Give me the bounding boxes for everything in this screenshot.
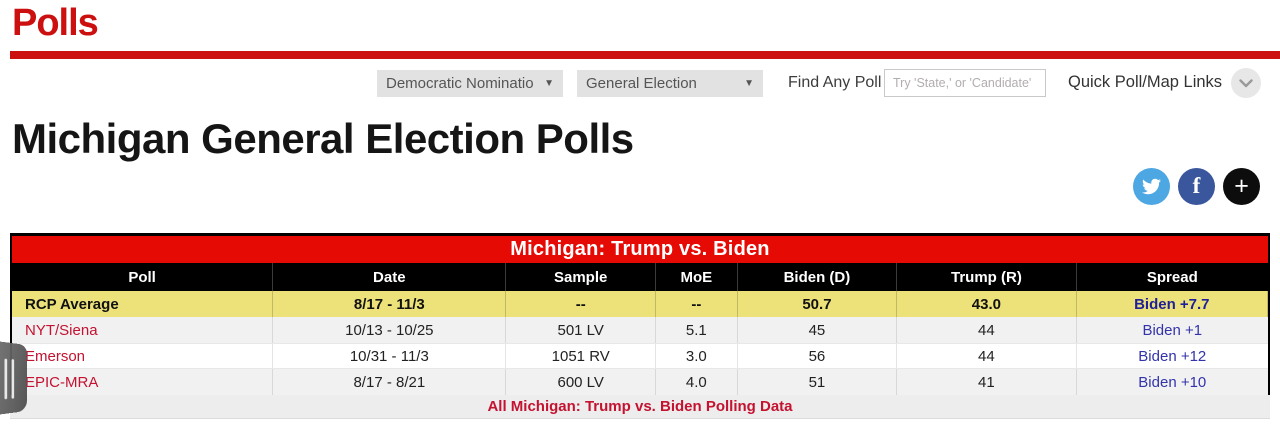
moe-cell: 5.1 [656,317,738,343]
table-row: Emerson 10/31 - 11/3 1051 RV 3.0 56 44 B… [12,343,1268,369]
trump-cell: 44 [897,317,1077,343]
poll-table: Michigan: Trump vs. Biden Poll Date Samp… [10,233,1270,395]
sample-cell: -- [506,291,656,317]
spread-link[interactable]: Biden +10 [1138,373,1207,391]
biden-cell: 51 [738,369,898,395]
col-header-date: Date [273,263,507,291]
trump-cell: 41 [897,369,1077,395]
date-cell: 8/17 - 8/21 [273,369,507,395]
table-title: Michigan: Trump vs. Biden [12,236,1268,263]
table-header-row: Poll Date Sample MoE Biden (D) Trump (R)… [12,263,1268,291]
col-header-sample: Sample [506,263,656,291]
quick-links-expand-button[interactable] [1231,68,1261,98]
all-polling-data-link[interactable]: All Michigan: Trump vs. Biden Polling Da… [487,398,793,415]
table-footer: All Michigan: Trump vs. Biden Polling Da… [10,395,1270,419]
col-header-trump: Trump (R) [897,263,1077,291]
poll-link[interactable]: EPIC-MRA [25,373,99,391]
dropdown-arrow-icon: ▼ [744,78,754,89]
page-title: Michigan General Election Polls [12,115,634,162]
moe-cell: 3.0 [656,344,738,368]
poll-link[interactable]: Emerson [25,347,86,365]
date-cell: 8/17 - 11/3 [273,291,507,317]
col-header-poll: Poll [12,263,274,291]
facebook-f-icon: f [1192,172,1201,198]
poll-search-input[interactable] [884,69,1046,97]
election-type-dropdown-label: General Election [586,75,697,92]
quick-poll-map-links-label: Quick Poll/Map Links [1068,73,1223,91]
twitter-share-button[interactable] [1133,168,1170,205]
plus-icon: + [1234,172,1249,200]
polls-brand-heading[interactable]: Polls [12,2,99,44]
dropdown-arrow-icon: ▼ [544,78,554,89]
more-share-options-button[interactable]: + [1223,168,1260,205]
sample-cell: 501 LV [506,317,656,343]
table-row: EPIC-MRA 8/17 - 8/21 600 LV 4.0 51 41 Bi… [12,369,1268,395]
facebook-share-button[interactable]: f [1178,168,1215,205]
poll-name: RCP Average [12,291,274,317]
date-cell: 10/13 - 10/25 [273,317,507,343]
find-any-poll-label: Find Any Poll [788,74,882,91]
spread-cell: Biden +7.7 [1077,291,1268,317]
trump-cell: 43.0 [897,291,1077,317]
moe-cell: -- [656,291,738,317]
social-share-buttons: f + [1133,168,1260,205]
col-header-spread: Spread [1146,268,1198,286]
biden-cell: 50.7 [738,291,898,317]
election-type-dropdown[interactable]: General Election ▼ [577,70,763,97]
race-type-dropdown[interactable]: Democratic Nominatio ▼ [377,70,563,97]
sample-cell: 1051 RV [506,344,656,368]
spread-link[interactable]: Biden +1 [1142,321,1203,339]
date-cell: 10/31 - 11/3 [273,344,507,368]
chevron-down-icon [1239,78,1253,87]
table-row-rcp-average: RCP Average 8/17 - 11/3 -- -- 50.7 43.0 … [12,291,1268,317]
poll-link[interactable]: NYT/Siena [25,321,98,339]
col-header-biden: Biden (D) [738,263,898,291]
grip-vertical-icon [11,359,15,399]
twitter-bird-icon [1142,178,1161,195]
table-row: NYT/Siena 10/13 - 10/25 501 LV 5.1 45 44… [12,317,1268,343]
moe-cell: 4.0 [656,369,738,395]
grip-vertical-icon [4,358,8,400]
side-slide-out-tab[interactable] [0,341,28,415]
biden-cell: 56 [738,344,898,368]
sample-cell: 600 LV [506,369,656,395]
spread-link[interactable]: Biden +12 [1138,347,1207,365]
trump-cell: 44 [897,344,1077,368]
biden-cell: 45 [738,317,898,343]
race-type-dropdown-label: Democratic Nominatio [386,75,534,92]
col-header-moe: MoE [656,263,738,291]
brand-divider [10,51,1280,59]
